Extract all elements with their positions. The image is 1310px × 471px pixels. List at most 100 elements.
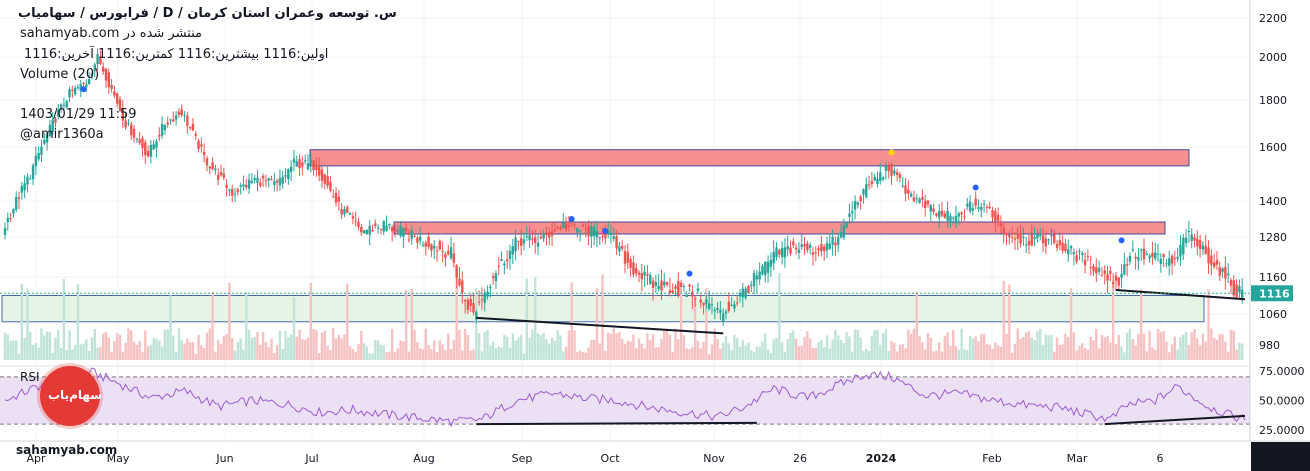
volume-bar — [985, 344, 989, 360]
volume-bar — [856, 329, 860, 360]
candle-body — [904, 185, 907, 194]
candle-body — [988, 206, 991, 209]
volume-bar — [404, 290, 408, 360]
candle-body — [1131, 249, 1134, 251]
volume-bar — [455, 275, 458, 360]
rsi-band — [0, 376, 1250, 425]
volume-bar — [1232, 330, 1235, 360]
volume-bar — [1201, 333, 1205, 360]
volume-bar — [904, 348, 907, 360]
candle-body — [1072, 251, 1076, 254]
rsi-line — [4, 367, 1246, 428]
volume-bar — [214, 351, 217, 360]
volume-bar — [1072, 332, 1076, 360]
candle-body — [160, 124, 164, 136]
candle-body — [730, 304, 733, 306]
candle-body — [20, 185, 24, 193]
candle-body — [806, 243, 809, 251]
volume-bar — [825, 335, 829, 360]
volume-bar — [166, 329, 169, 360]
volume-bar — [9, 340, 12, 360]
candle-body — [360, 226, 363, 233]
candle-body — [79, 84, 82, 92]
volume-bar — [528, 337, 531, 360]
volume-bar — [592, 339, 596, 360]
volume-bar — [247, 329, 251, 360]
candle-body — [1024, 244, 1028, 246]
volume-bar — [1022, 336, 1025, 360]
price-tick-label: 1400 — [1259, 195, 1287, 208]
volume-bar — [786, 339, 789, 360]
volume-bar — [1050, 334, 1053, 360]
volume-bar — [539, 335, 543, 360]
candle-body — [1050, 235, 1053, 237]
volume-bar — [155, 338, 158, 360]
candle-body — [1039, 234, 1042, 236]
candle-body — [1221, 268, 1224, 272]
candle-body — [528, 235, 531, 241]
volume-bar — [135, 344, 139, 360]
candle-body — [127, 122, 130, 124]
candle-body — [736, 302, 739, 304]
price-tick-label: 2200 — [1259, 12, 1287, 25]
volume-bar — [1002, 280, 1005, 360]
volume-bar — [284, 330, 287, 360]
volume-bar — [390, 329, 394, 360]
volume-bar — [1041, 344, 1045, 360]
price-trendline — [476, 316, 724, 335]
volume-bar — [444, 350, 447, 360]
volume-bar — [733, 334, 736, 360]
candle-body — [999, 223, 1003, 227]
volume-bar — [48, 331, 52, 360]
footer-brand[interactable]: sahamyab.com — [16, 443, 118, 457]
volume-bar — [511, 333, 514, 360]
volume-bar — [724, 336, 728, 360]
volume-bar — [113, 341, 116, 360]
volume-bar — [738, 346, 742, 360]
candle-body — [1145, 253, 1149, 255]
candle-body — [721, 313, 725, 322]
candle-body — [87, 78, 91, 85]
candle-body — [351, 216, 355, 219]
candle-body — [37, 152, 40, 160]
volume-bar — [780, 342, 784, 360]
candle-body — [455, 265, 458, 278]
volume-bar — [991, 348, 994, 360]
candle-body — [124, 120, 127, 128]
candle-body — [259, 182, 262, 186]
volume-bar — [435, 352, 439, 360]
candle-body — [1232, 280, 1235, 296]
volume-bar — [323, 330, 327, 360]
volume-bar — [270, 338, 273, 360]
candle-body — [1235, 284, 1238, 298]
volume-bar — [1156, 329, 1160, 360]
candle-body — [410, 230, 413, 239]
volume-bar — [93, 329, 96, 360]
volume-bar — [500, 347, 503, 360]
volume-bar — [957, 349, 961, 360]
candle-body — [918, 198, 921, 203]
volume-bar — [778, 273, 781, 360]
candle-body — [632, 262, 635, 275]
volume-bar — [573, 330, 576, 360]
author-handle[interactable]: @amir1360a — [20, 127, 104, 142]
volume-bar — [441, 344, 444, 360]
published-on[interactable]: sahamyab.com منتشر شده در — [20, 26, 203, 41]
candle-body — [104, 68, 108, 81]
volume-bar — [534, 277, 537, 360]
candle-body — [665, 282, 669, 285]
volume-bar — [312, 328, 315, 360]
candle-body — [1089, 266, 1092, 268]
volume-bar — [618, 332, 621, 360]
candle-body — [71, 89, 74, 91]
sahamyab-logo[interactable]: سهام‌یاب — [40, 366, 102, 426]
candle-body — [435, 250, 439, 252]
candle-body — [570, 221, 573, 223]
candle-body — [946, 210, 949, 221]
volume-bar — [393, 352, 397, 360]
candle-body — [93, 64, 96, 72]
volume-bar — [971, 338, 975, 360]
candle-body — [719, 309, 722, 313]
rsi-label: RSI — [20, 370, 40, 384]
